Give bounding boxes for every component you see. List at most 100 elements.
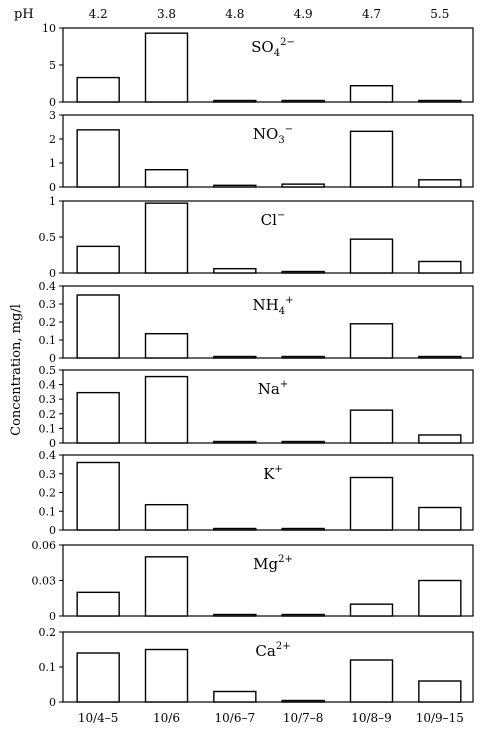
ph-row: pH 4.2 3.8 4.8 4.9 4.7 5.5: [14, 7, 449, 22]
bar-so4-5: [418, 99, 462, 103]
bar-ca-2: [213, 690, 257, 703]
bar-k-3: [281, 527, 325, 531]
y-tick-label: 0.2: [39, 487, 57, 500]
x-category-label: 10/4–5: [78, 711, 119, 725]
y-tick-label: 10: [42, 22, 56, 35]
y-tick-label: 0: [49, 696, 56, 709]
x-category-label: 10/9–15: [416, 711, 464, 725]
bar-so4-4: [349, 85, 394, 103]
ph-value-label: 4.8: [225, 7, 244, 21]
y-tick-label: 0: [49, 524, 56, 537]
ph-axis-title: pH: [14, 7, 34, 22]
bar-mg-0: [76, 591, 120, 617]
x-category-label: 10/8–9: [351, 711, 392, 725]
ion-label: NO3−: [253, 124, 293, 146]
y-tick-label: 0: [49, 610, 56, 623]
x-axis-labels: 10/4–5 10/6 10/6–7 10/7–8 10/8–9 10/9–15: [78, 711, 464, 725]
y-tick-label: 0.1: [39, 422, 57, 435]
bar-na-5: [418, 434, 462, 444]
y-tick-label: 0.3: [39, 298, 57, 311]
y-tick-label: 0.2: [39, 408, 57, 421]
y-tick-label: 0.4: [39, 379, 57, 392]
y-tick-label: 0.1: [39, 661, 57, 674]
bar-mg-3: [281, 613, 325, 617]
bar-na-0: [76, 391, 120, 444]
bar-nh4-2: [213, 355, 257, 359]
y-tick-label: 2: [49, 133, 56, 146]
bar-mg-2: [213, 613, 257, 617]
panel-no3: 3 2 1 0 NO3−: [49, 109, 474, 194]
bar-ca-0: [76, 652, 120, 703]
panels: 1050SO42−3210NO3−10.50Cl−0.40.30.20.10NH…: [32, 22, 474, 709]
bar-so4-0: [76, 76, 120, 103]
bar-so4-3: [281, 99, 325, 103]
ion-label: NH4+: [253, 295, 294, 317]
bar-nh4-0: [76, 294, 120, 359]
bar-ca-1: [144, 648, 189, 703]
bar-cl-1: [144, 202, 189, 274]
y-tick-label: 0.5: [39, 364, 57, 377]
y-tick-label: 1: [49, 195, 56, 208]
panel-frame: [62, 369, 474, 444]
bar-no3-1: [144, 169, 189, 188]
y-tick-label: 0: [49, 96, 56, 109]
ion-label: K+: [263, 464, 283, 483]
bar-ca-4: [349, 659, 394, 703]
y-tick-label: 0: [49, 181, 56, 194]
y-tick-label: 0: [49, 352, 56, 365]
bar-na-1: [144, 375, 189, 444]
bar-ca-3: [281, 699, 325, 703]
panel-nh4: 0.4 0.3 0.2 0.1 0 NH4+: [39, 280, 474, 365]
panel-ca: 0.2 0.1 0 Ca2+: [39, 626, 474, 709]
panel-mg: 0.06 0.03 0 Mg2+: [32, 539, 474, 623]
y-tick-label: 0.3: [39, 393, 57, 406]
bar-so4-1: [144, 32, 189, 103]
bar-nh4-4: [349, 323, 394, 359]
bar-ca-5: [418, 680, 462, 703]
bar-no3-3: [281, 183, 325, 188]
bar-mg-5: [418, 579, 462, 617]
ph-value-label: 4.9: [294, 7, 313, 21]
bar-k-4: [349, 476, 394, 531]
panel-frame: [62, 114, 474, 188]
ion-label: Ca2+: [255, 641, 290, 660]
y-tick-label: 3: [49, 109, 56, 122]
y-tick-label: 0.06: [32, 539, 57, 552]
bar-mg-1: [144, 556, 189, 617]
bar-k-5: [418, 506, 462, 531]
ph-value-label: 5.5: [430, 7, 449, 21]
bar-cl-2: [213, 267, 257, 274]
y-tick-label: 0.1: [39, 505, 57, 518]
y-tick-label: 1: [49, 157, 56, 170]
y-tick-label: 0: [49, 437, 56, 450]
bar-cl-0: [76, 245, 120, 274]
panel-k: 0.4 0.3 0.2 0.1 0 K+: [39, 449, 474, 537]
x-category-label: 10/7–8: [283, 711, 324, 725]
y-tick-label: 0.2: [39, 626, 57, 639]
bar-nh4-1: [144, 333, 189, 359]
ion-label: Na+: [258, 379, 288, 398]
bar-mg-4: [349, 603, 394, 617]
y-axis-title: Concentration, mg/l: [9, 304, 24, 436]
bar-no3-2: [213, 184, 257, 188]
y-tick-label: 0.2: [39, 316, 57, 329]
bar-k-0: [76, 461, 120, 531]
y-tick-label: 5: [49, 59, 56, 72]
y-tick-label: 0.3: [39, 468, 57, 481]
bar-cl-5: [418, 260, 462, 274]
ph-value-label: 4.7: [362, 7, 381, 21]
bar-nh4-5: [418, 355, 462, 359]
ph-value-label: 3.8: [157, 7, 176, 21]
ph-value-label: 4.2: [89, 7, 108, 21]
bar-k-2: [213, 527, 257, 531]
x-category-label: 10/6–7: [215, 711, 256, 725]
bar-cl-4: [349, 238, 394, 274]
x-category-label: 10/6: [153, 711, 180, 725]
bar-cl-3: [281, 270, 325, 274]
bar-na-3: [281, 440, 325, 444]
bar-no3-4: [349, 130, 394, 188]
bar-na-2: [213, 440, 257, 444]
y-tick-label: 0.03: [32, 575, 57, 588]
bar-nh4-3: [281, 355, 325, 359]
